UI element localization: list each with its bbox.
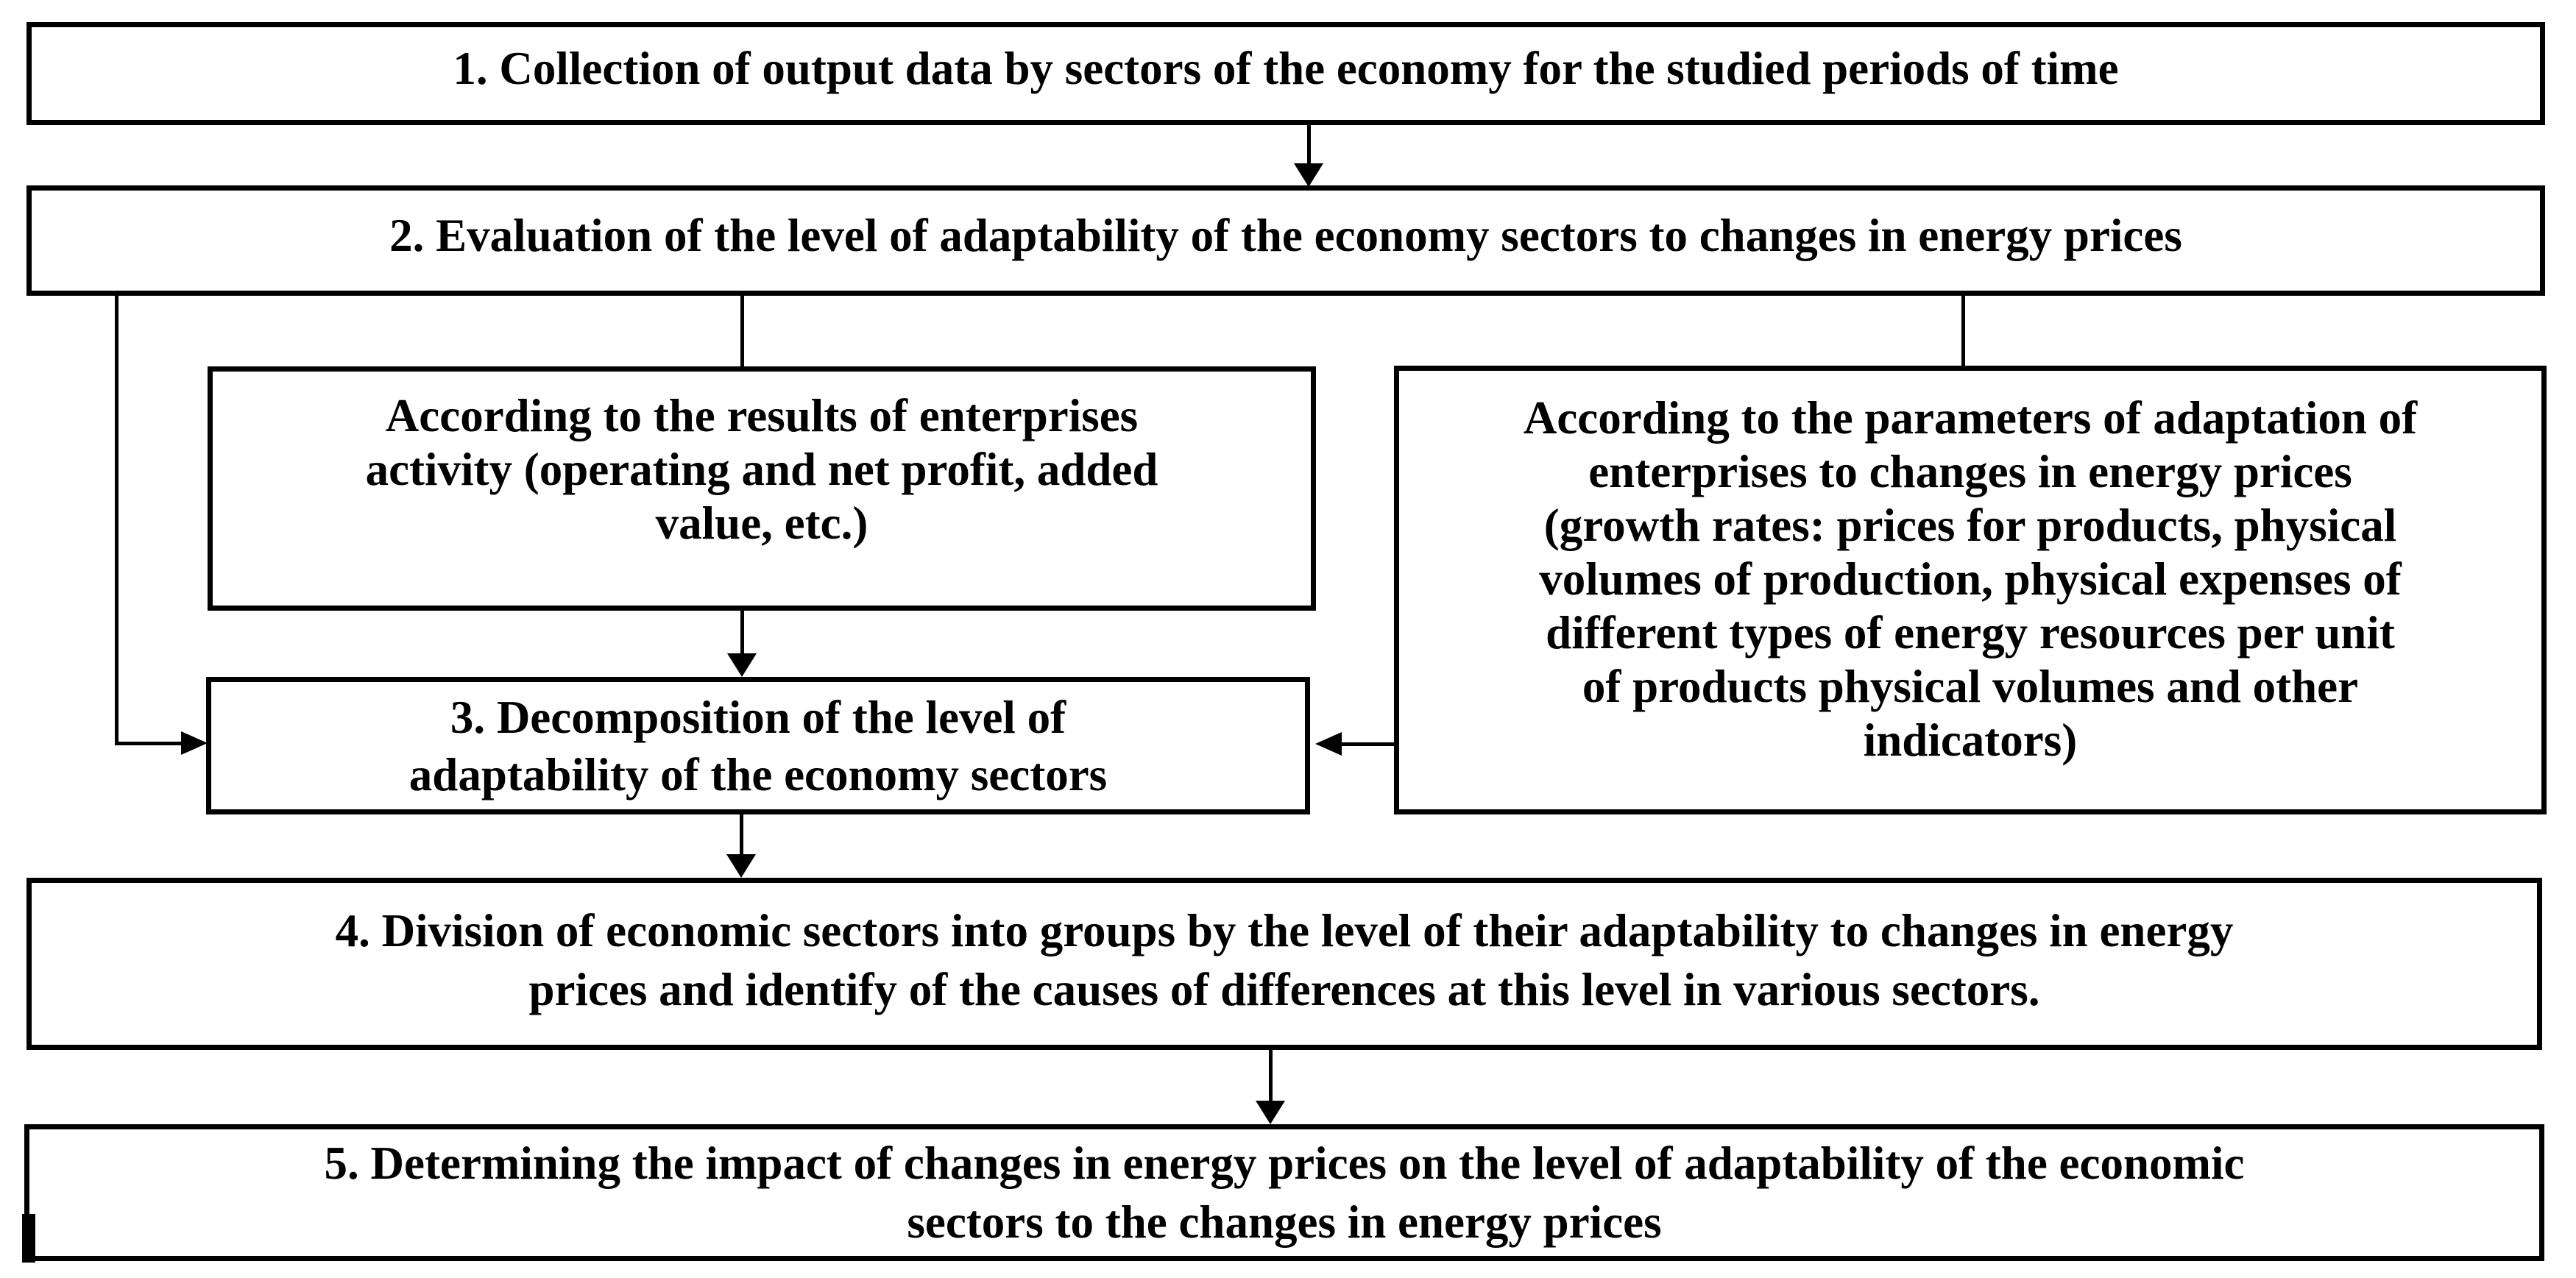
step-5-text: 5. Determining the impact of changes in … xyxy=(324,1137,2245,1189)
criteria-parameters-box: According to the parameters of adaptatio… xyxy=(1394,366,2547,814)
step-3-text: 3. Decomposition of the level of xyxy=(450,691,1066,743)
connector-step2-criteria-results xyxy=(740,296,744,366)
connector-criteria-parameters-step3 xyxy=(1340,742,1394,746)
criteria-results-box: According to the results of enterprises … xyxy=(208,366,1316,611)
step-4-text: prices and identify of the causes of dif… xyxy=(528,964,2040,1015)
step-1-box: 1. Collection of output data by sectors … xyxy=(26,22,2545,125)
step-5-text: sectors to the changes in energy prices xyxy=(907,1196,1662,1248)
connector-step1-step2 xyxy=(1307,125,1311,165)
criteria-results-line: activity (operating and net profit, adde… xyxy=(365,444,1158,495)
step-2-text: 2. Evaluation of the level of adaptabili… xyxy=(389,210,2182,261)
arrowhead-down-icon xyxy=(1256,1101,1285,1124)
connector-step2-criteria-parameters xyxy=(1961,296,1965,366)
connector-step3-step4 xyxy=(740,814,743,856)
arrowhead-down-icon xyxy=(1294,163,1323,187)
step-2-box: 2. Evaluation of the level of adaptabili… xyxy=(26,185,2545,296)
criteria-parameters-line: volumes of production, physical expenses… xyxy=(1539,553,2402,605)
connector-step2-step3-bypass-vertical xyxy=(115,296,118,745)
step-4-box: 4. Division of economic sectors into gro… xyxy=(26,878,2542,1050)
criteria-results-line: According to the results of enterprises xyxy=(385,390,1139,441)
step-4-text: 4. Division of economic sectors into gro… xyxy=(335,905,2234,956)
step-3-text: adaptability of the economy sectors xyxy=(408,748,1108,800)
criteria-parameters-line: enterprises to changes in energy prices xyxy=(1588,446,2352,497)
step-1-text: 1. Collection of output data by sectors … xyxy=(453,43,2119,94)
criteria-parameters-line: of products physical volumes and other xyxy=(1582,661,2359,712)
scan-artifact xyxy=(22,1214,35,1263)
arrowhead-down-icon xyxy=(726,854,756,878)
arrowhead-down-icon xyxy=(727,653,757,677)
step-3-box: 3. Decomposition of the level of adaptab… xyxy=(206,677,1310,814)
step-5-box: 5. Determining the impact of changes in … xyxy=(24,1124,2544,1261)
connector-step2-step3-bypass-horizontal xyxy=(115,742,181,745)
criteria-parameters-line: different types of energy resources per … xyxy=(1546,607,2395,658)
criteria-results-line: value, etc.) xyxy=(655,497,868,549)
arrowhead-left-icon xyxy=(1315,732,1342,756)
criteria-parameters-line: According to the parameters of adaptatio… xyxy=(1523,392,2418,444)
criteria-parameters-line: (growth rates: prices for products, phys… xyxy=(1543,500,2397,551)
criteria-parameters-line: indicators) xyxy=(1863,714,2078,766)
arrowhead-right-icon xyxy=(181,731,208,755)
connector-step4-step5 xyxy=(1269,1050,1273,1102)
connector-criteria-results-step3 xyxy=(740,611,744,655)
